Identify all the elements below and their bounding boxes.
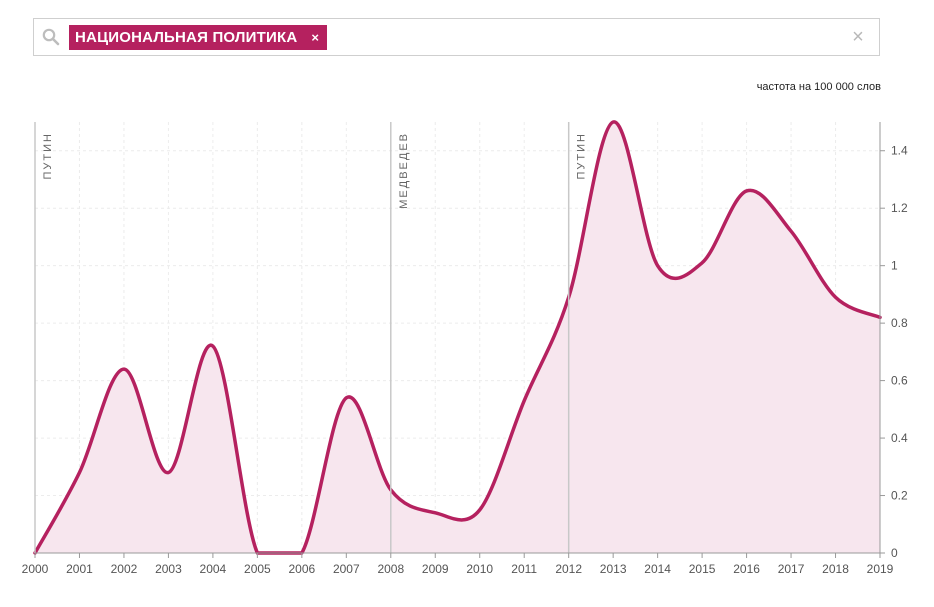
x-tick-label: 2015 xyxy=(689,562,716,576)
period-label: ПУТИН xyxy=(42,132,54,179)
search-box[interactable]: НАЦИОНАЛЬНАЯ ПОЛИТИКА × × xyxy=(33,18,880,56)
series-area xyxy=(35,121,880,553)
search-icon xyxy=(42,28,60,46)
x-tick-label: 2018 xyxy=(822,562,849,576)
x-tick-label: 2003 xyxy=(155,562,182,576)
x-tick-label: 2006 xyxy=(288,562,315,576)
x-tick-label: 2009 xyxy=(422,562,449,576)
y-tick-label: 0 xyxy=(891,546,898,560)
x-tick-label: 2007 xyxy=(333,562,360,576)
y-tick-label: 0.6 xyxy=(891,374,908,388)
x-tick-label: 2017 xyxy=(778,562,805,576)
y-tick-label: 0.8 xyxy=(891,316,908,330)
x-tick-label: 2016 xyxy=(733,562,760,576)
x-tick-label: 2005 xyxy=(244,562,271,576)
period-label: МЕДВЕДЕВ xyxy=(398,132,410,209)
x-tick-label: 2014 xyxy=(644,562,671,576)
x-tick-label: 2019 xyxy=(867,562,894,576)
x-tick-label: 2012 xyxy=(555,562,582,576)
series-line xyxy=(33,120,882,555)
y-tick-label: 0.2 xyxy=(891,489,908,503)
y-tick-label: 1 xyxy=(891,259,898,273)
clear-icon[interactable]: × xyxy=(852,26,864,48)
x-tick-label: 2010 xyxy=(466,562,493,576)
x-tick-label: 2004 xyxy=(200,562,227,576)
period-label: ПУТИН xyxy=(576,132,588,179)
x-tick-label: 2011 xyxy=(511,562,537,576)
y-tick-label: 1.2 xyxy=(891,201,908,215)
y-tick-label: 0.4 xyxy=(891,431,908,445)
y-axis-unit-label: частота на 100 000 слов xyxy=(756,81,881,93)
x-tick-label: 2000 xyxy=(22,562,49,576)
search-tag-label: НАЦИОНАЛЬНАЯ ПОЛИТИКА xyxy=(75,29,298,46)
search-tag: НАЦИОНАЛЬНАЯ ПОЛИТИКА × xyxy=(69,25,328,50)
x-tick-label: 2008 xyxy=(377,562,404,576)
x-tick-label: 2001 xyxy=(66,562,93,576)
tag-remove-icon[interactable]: × xyxy=(311,30,320,45)
y-tick-label: 1.4 xyxy=(891,144,908,158)
x-tick-label: 2013 xyxy=(600,562,627,576)
x-tick-label: 2002 xyxy=(111,562,138,576)
